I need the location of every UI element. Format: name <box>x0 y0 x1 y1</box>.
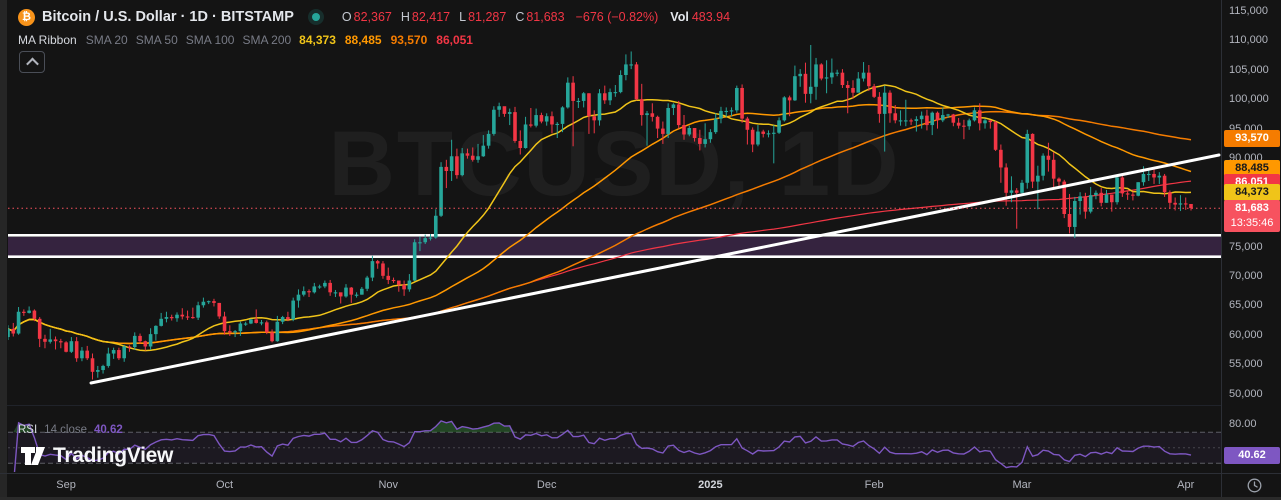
window-bottom-edge <box>0 497 1281 500</box>
open-label: O <box>341 10 352 24</box>
price-tick: 115,000 <box>1229 5 1268 17</box>
price-tick: 110,000 <box>1229 34 1268 47</box>
price-axis-border <box>1221 0 1222 497</box>
ma-ribbon-title: MA Ribbon <box>18 33 77 47</box>
time-tick-feb: Feb <box>864 479 884 491</box>
sma-200-line <box>8 180 1192 345</box>
support-zone-bottom-line <box>8 255 1221 258</box>
price-tick: 70,000 <box>1229 270 1263 282</box>
indicator-price-badge: 84,373 <box>1224 183 1280 201</box>
volume-label: Vol <box>670 10 689 24</box>
rsi-value-badge: 40.62 <box>1224 446 1280 464</box>
time-tick-mar: Mar <box>1012 479 1032 491</box>
left-edge-strip <box>0 0 7 500</box>
low-label: L <box>459 10 467 24</box>
timezone-clock-icon[interactable] <box>1246 477 1263 494</box>
rsi-overbought-fill <box>13 420 1191 433</box>
rsi-title: RSI <box>18 424 38 436</box>
close-value: 81,683 <box>526 10 565 24</box>
tradingview-logo-icon <box>21 447 45 465</box>
time-axis-border <box>0 473 1281 474</box>
sma200-value: 86,051 <box>436 33 473 47</box>
indicator-price-badge: 88,485 <box>1224 159 1280 177</box>
symbol-title[interactable]: Bitcoin / U.S. Dollar · 1D · BITSTAMP <box>42 9 294 25</box>
open-value: 82,367 <box>353 10 392 24</box>
support-zone-top-line <box>8 234 1221 237</box>
ma-ribbon-param-200: SMA 200 <box>242 33 292 47</box>
symbol-legend: ₿ Bitcoin / U.S. Dollar · 1D · BITSTAMP … <box>18 7 730 27</box>
low-value: 81,287 <box>468 10 507 24</box>
sma50-value: 88,485 <box>344 33 382 47</box>
time-tick-oct: Oct <box>215 479 234 491</box>
volume-value: 483.94 <box>691 10 731 24</box>
tradingview-logo-text: TradingView <box>53 444 174 467</box>
price-tick: 60,000 <box>1229 328 1263 341</box>
time-tick-sep: Sep <box>56 479 76 491</box>
bitcoin-icon: ₿ <box>18 8 35 26</box>
change-value: −676 (−0.82%) <box>575 10 659 24</box>
legend-collapse-button[interactable] <box>19 51 45 73</box>
price-tick: 65,000 <box>1229 299 1263 312</box>
indicator-price-badge: 93,570 <box>1224 129 1280 147</box>
rsi-legend[interactable]: RSI 14 close 40.62 <box>18 424 123 436</box>
current-price-badge: 81,683 13:35:46 <box>1224 199 1280 232</box>
price-axis[interactable]: 115,000 110,000 105,000 100,000 95,000 90,000… <box>1222 0 1281 473</box>
time-tick-apr: Apr <box>1177 479 1195 491</box>
chevron-up-icon <box>25 57 39 70</box>
price-tick: 100,000 <box>1229 93 1269 106</box>
rsi-value: 40.62 <box>94 424 123 436</box>
pane-separator[interactable] <box>7 405 1221 406</box>
tradingview-logo[interactable]: TradingView <box>20 444 173 468</box>
high-label: H <box>400 10 410 24</box>
trendline <box>89 153 1221 385</box>
price-tick: 50,000 <box>1229 387 1263 400</box>
rsi-axis-tick: 80.00 <box>1229 417 1257 430</box>
price-tick: 55,000 <box>1229 358 1263 371</box>
high-value: 82,417 <box>411 10 451 24</box>
ma-ribbon-param-100: SMA 100 <box>185 33 235 47</box>
sma20-value: 84,373 <box>299 33 336 47</box>
ma-ribbon-param-20: SMA 20 <box>85 33 128 47</box>
rsi-line <box>13 420 1192 472</box>
sma-50-line <box>8 103 1192 345</box>
time-tick-2025: 2025 <box>698 479 723 491</box>
ma-ribbon-legend[interactable]: MA Ribbon SMA 20 SMA 50 SMA 100 SMA 200 … <box>18 32 482 48</box>
time-tick-dec: Dec <box>536 479 557 491</box>
sma-100-line <box>8 110 1192 345</box>
close-label: C <box>515 10 525 24</box>
bar-countdown: 13:35:46 <box>1230 216 1274 229</box>
price-tick: 105,000 <box>1229 63 1269 76</box>
time-axis[interactable]: Sep Oct Nov Dec 2025 Feb Mar Apr <box>0 474 1281 497</box>
time-tick-nov: Nov <box>378 479 399 491</box>
market-status-icon[interactable] <box>311 13 320 21</box>
price-tick: 75,000 <box>1229 240 1263 253</box>
rsi-params: 14 close <box>44 424 88 436</box>
sma100-value: 93,570 <box>390 33 428 47</box>
ohlc-values: O 82,367 H 82,417 L 81,287 C 81,683 −676 (−0… <box>342 10 658 24</box>
ma-ribbon-param-50: SMA 50 <box>135 33 178 47</box>
